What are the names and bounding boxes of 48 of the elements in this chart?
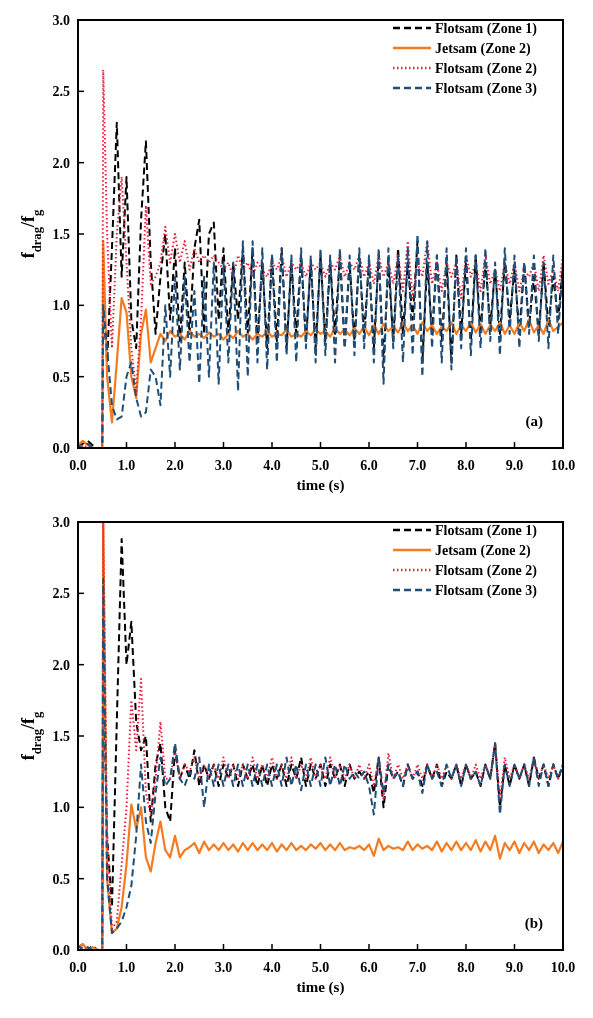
x-tick-label: 10.0: [550, 960, 576, 975]
y-tick-label: 3.0: [52, 12, 70, 28]
y-tick-label: 0.5: [52, 369, 70, 385]
legend-label: Flotsam (Zone 2): [435, 562, 538, 579]
x-tick-label: 10.0: [550, 458, 576, 473]
annotation: (b): [524, 915, 543, 932]
x-tick-label: 0.0: [69, 960, 87, 975]
x-axis-title: time (s): [296, 477, 345, 494]
x-tick-label: 1.0: [117, 960, 136, 975]
x-tick-label: 9.0: [505, 458, 524, 473]
y-tick-label: 0.5: [52, 871, 70, 887]
x-tick-label: 8.0: [457, 960, 475, 975]
x-tick-label: 5.0: [311, 960, 330, 975]
x-tick-label: 4.0: [263, 458, 281, 473]
x-tick-label: 0.0: [69, 458, 87, 473]
x-tick-label: 2.0: [166, 458, 184, 473]
x-tick-label: 7.0: [408, 960, 427, 975]
x-tick-label: 6.0: [360, 458, 378, 473]
y-tick-label: 2.5: [52, 84, 70, 100]
x-tick-label: 8.0: [457, 458, 475, 473]
x-tick-label: 3.0: [214, 458, 233, 473]
x-tick-label: 2.0: [166, 960, 184, 975]
y-tick-label: 0.0: [52, 440, 70, 456]
y-tick-label: 1.5: [52, 728, 70, 744]
y-tick-label: 0.0: [52, 942, 70, 958]
y-tick-label: 1.5: [52, 226, 70, 242]
x-tick-label: 6.0: [360, 960, 378, 975]
y-tick-label: 2.0: [52, 657, 70, 673]
legend-label: Flotsam (Zone 1): [435, 20, 538, 37]
legend-label: Jetsam (Zone 2): [435, 40, 531, 57]
y-tick-label: 1.0: [52, 800, 70, 816]
x-tick-label: 9.0: [505, 960, 524, 975]
y-tick-label: 1.0: [52, 298, 70, 314]
y-tick-label: 2.0: [52, 155, 70, 171]
legend-label: Flotsam (Zone 1): [435, 522, 538, 539]
x-axis-title: time (s): [296, 979, 345, 996]
x-tick-label: 7.0: [408, 458, 427, 473]
x-tick-label: 4.0: [263, 960, 281, 975]
x-tick-label: 3.0: [214, 960, 233, 975]
y-tick-label: 3.0: [52, 514, 70, 530]
legend-label: Flotsam (Zone 3): [435, 80, 538, 97]
x-tick-label: 1.0: [117, 458, 136, 473]
y-tick-label: 2.5: [52, 586, 70, 602]
annotation: (a): [525, 413, 543, 430]
legend-label: Flotsam (Zone 3): [435, 582, 538, 599]
legend-label: Jetsam (Zone 2): [435, 542, 531, 559]
x-tick-label: 5.0: [311, 458, 330, 473]
legend-label: Flotsam (Zone 2): [435, 60, 538, 77]
